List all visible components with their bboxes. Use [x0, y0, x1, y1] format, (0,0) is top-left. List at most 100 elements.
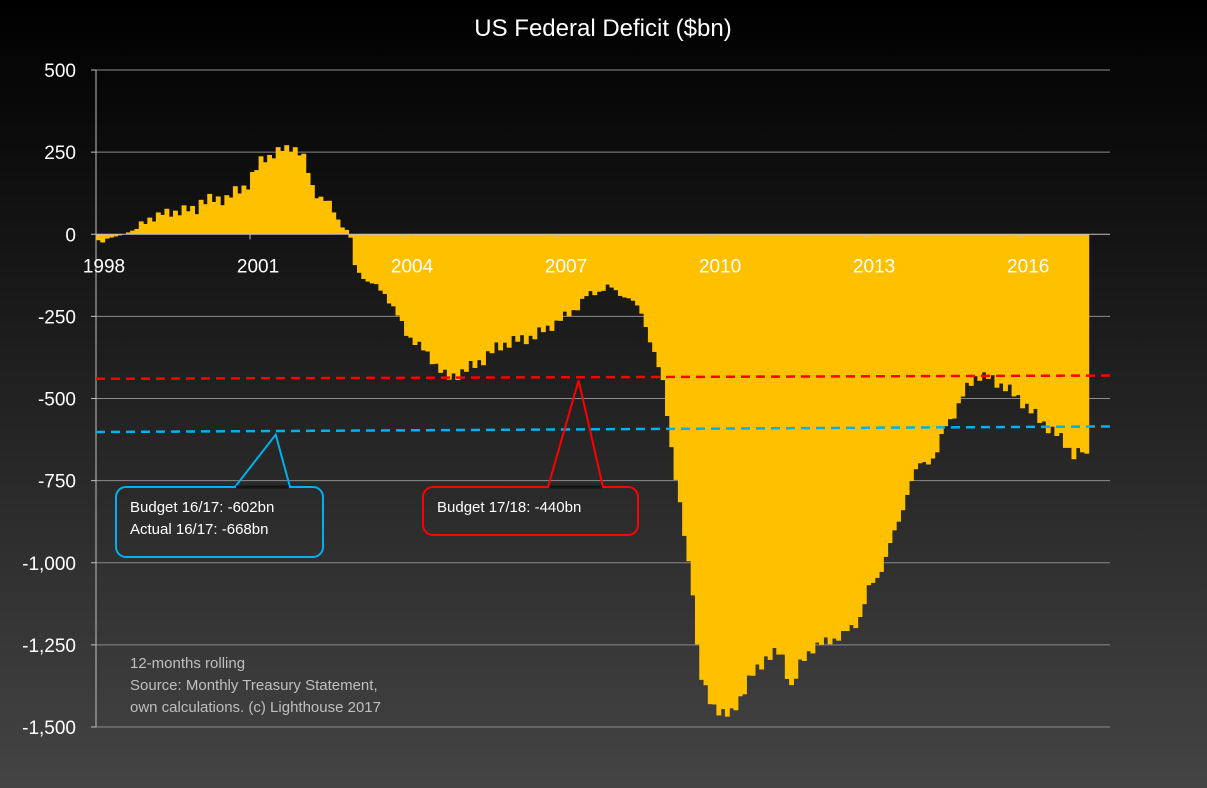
deficit-bar	[964, 234, 970, 383]
deficit-bar	[528, 234, 534, 336]
deficit-bar	[673, 234, 679, 480]
deficit-bar	[682, 234, 688, 536]
deficit-bar	[891, 234, 897, 531]
deficit-bar	[951, 234, 957, 419]
deficit-bar	[1007, 234, 1013, 385]
deficit-bar	[181, 205, 187, 235]
deficit-bar	[1020, 234, 1026, 409]
source-note-line: own calculations. (c) Lighthouse 2017	[130, 699, 381, 716]
deficit-bar	[258, 156, 264, 235]
deficit-bar	[724, 234, 730, 717]
deficit-bar	[926, 234, 931, 465]
deficit-bar	[446, 234, 452, 380]
deficit-bar	[262, 162, 268, 235]
deficit-bar	[742, 234, 747, 695]
deficit-bar	[429, 234, 435, 365]
deficit-bar	[519, 234, 525, 336]
deficit-bar	[686, 234, 692, 562]
deficit-bar	[151, 221, 157, 235]
deficit-bar	[583, 234, 589, 297]
deficit-bar	[198, 199, 204, 235]
deficit-bar	[579, 234, 585, 299]
deficit-bar	[515, 234, 521, 342]
deficit-bar	[1041, 234, 1047, 422]
deficit-bar	[844, 234, 850, 632]
callout-pointer	[234, 432, 291, 488]
deficit-bar	[438, 234, 444, 373]
y-tick-label: 250	[44, 143, 76, 164]
deficit-bar	[810, 234, 816, 654]
deficit-bar	[613, 234, 619, 291]
deficit-bar	[823, 234, 829, 638]
deficit-bar	[117, 234, 123, 236]
deficit-bar	[955, 234, 961, 404]
deficit-bar	[643, 234, 649, 328]
deficit-bar	[712, 234, 717, 705]
deficit-bar	[160, 214, 166, 235]
deficit-bar	[806, 234, 812, 652]
deficit-bar	[716, 234, 722, 716]
deficit-bar	[190, 205, 196, 235]
deficit-bar	[164, 208, 170, 235]
deficit-bar	[288, 151, 294, 235]
deficit-bar	[455, 234, 461, 381]
deficit-bar	[536, 234, 542, 328]
deficit-bar	[866, 234, 872, 586]
deficit-bar	[104, 234, 110, 239]
deficit-bar	[425, 234, 431, 352]
deficit-bar	[797, 234, 803, 660]
deficit-bar	[297, 155, 302, 235]
deficit-bar	[801, 234, 807, 661]
deficit-bar	[827, 234, 833, 645]
deficit-bar	[314, 198, 320, 235]
deficit-bar	[729, 234, 735, 709]
deficit-bar	[1071, 234, 1077, 460]
callouts: Budget 16/17: -602bn Actual 16/17: -668bn…	[115, 380, 639, 558]
deficit-bar	[207, 193, 213, 235]
deficit-bar	[1028, 234, 1034, 414]
deficit-bar	[887, 234, 893, 544]
source-note-line: 12-months rolling	[130, 655, 245, 672]
deficit-bar	[463, 234, 469, 372]
x-tick-label: 2001	[237, 256, 279, 277]
deficit-bar	[361, 234, 367, 279]
deficit-bar	[220, 205, 225, 235]
deficit-bar	[553, 234, 559, 321]
deficit-bar	[703, 234, 709, 686]
deficit-bar	[100, 234, 106, 243]
deficit-bar	[502, 234, 508, 343]
reference-line	[95, 425, 1116, 434]
reference-lines	[95, 374, 1116, 434]
deficit-bar	[382, 234, 388, 294]
deficit-bar	[656, 234, 662, 368]
deficit-bar	[301, 153, 307, 235]
deficit-area	[96, 145, 1090, 717]
deficit-bar	[943, 234, 949, 427]
deficit-bar	[173, 210, 178, 235]
deficit-bar	[908, 234, 914, 482]
deficit-bar	[746, 234, 752, 676]
deficit-bar	[344, 229, 350, 235]
deficit-bar	[934, 234, 940, 453]
deficit-bar	[998, 234, 1004, 384]
deficit-bar	[459, 234, 465, 370]
x-tick-label: 2013	[853, 256, 895, 277]
deficit-bar	[720, 234, 726, 710]
x-tick-label: 2007	[545, 256, 587, 277]
deficit-bar	[254, 170, 260, 235]
deficit-bar	[1075, 234, 1081, 449]
deficit-bar	[562, 234, 568, 312]
deficit-bar	[232, 186, 238, 235]
deficit-bar	[622, 234, 628, 298]
deficit-bar	[605, 234, 611, 285]
deficit-bar	[874, 234, 880, 578]
deficit-bar	[690, 234, 696, 596]
deficit-bar	[369, 234, 375, 284]
deficit-bar	[408, 234, 414, 338]
deficit-bar	[442, 234, 448, 370]
deficit-bar	[707, 234, 713, 705]
deficit-bar	[549, 234, 555, 331]
callout-box	[422, 486, 639, 536]
deficit-bar	[870, 234, 876, 583]
deficit-bar	[168, 216, 174, 235]
